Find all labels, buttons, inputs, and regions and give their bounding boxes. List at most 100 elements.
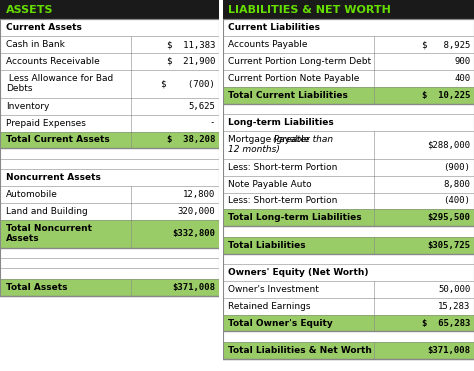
Text: $295,500: $295,500 [427,213,470,222]
Text: 12,800: 12,800 [183,190,215,199]
Bar [223,226,474,237]
Text: Total Assets: Total Assets [6,283,67,292]
Text: Less Allowance for Bad: Less Allowance for Bad [6,74,113,83]
Bar [223,70,474,87]
Text: Cash in Bank: Cash in Bank [6,40,64,49]
Text: (greater than: (greater than [273,135,334,144]
Text: 8,800: 8,800 [443,180,470,188]
Bar [223,104,474,114]
Bar [219,0,223,371]
Bar [0,36,219,53]
Bar [223,53,474,70]
Text: Less: Short-term Portion: Less: Short-term Portion [228,163,338,172]
Bar [223,131,474,159]
Bar [223,114,474,131]
Text: $  38,208: $ 38,208 [167,135,215,144]
Text: Accounts Receivable: Accounts Receivable [6,57,100,66]
Text: Note Payable Auto: Note Payable Auto [228,180,312,188]
Bar [223,315,474,331]
Text: Total Long-term Liabilities: Total Long-term Liabilities [228,213,362,222]
Text: 50,000: 50,000 [438,285,470,294]
Text: $  65,283: $ 65,283 [422,319,470,328]
Text: 900: 900 [454,57,470,66]
Bar [223,264,474,281]
Bar [0,279,219,296]
Text: Automobile: Automobile [6,190,57,199]
Bar [0,19,219,296]
Text: -: - [210,119,215,128]
Bar [223,175,474,193]
Bar [223,237,474,253]
Bar [223,331,474,342]
Bar [0,203,219,220]
Bar [223,0,474,19]
Bar [223,253,474,264]
Bar [223,342,474,359]
Text: Accounts Payable: Accounts Payable [228,40,308,49]
Text: 15,283: 15,283 [438,302,470,311]
Text: Total Noncurrent: Total Noncurrent [6,224,91,233]
Text: Less: Short-term Portion: Less: Short-term Portion [228,197,338,206]
Text: 400: 400 [454,74,470,83]
Bar [0,269,219,279]
Text: $  11,383: $ 11,383 [167,40,215,49]
Text: $305,725: $305,725 [427,241,470,250]
Bar [223,298,474,315]
Text: 5,625: 5,625 [188,102,215,111]
Bar [0,19,219,36]
Text: $371,008: $371,008 [427,346,470,355]
Bar [223,87,474,104]
Text: Owner's Investment: Owner's Investment [228,285,319,294]
Text: Current Portion Long-term Debt: Current Portion Long-term Debt [228,57,372,66]
Bar [0,53,219,70]
Bar [0,169,219,186]
Bar [0,131,219,148]
Text: $332,800: $332,800 [172,229,215,238]
Text: Land and Building: Land and Building [6,207,87,216]
Text: Inventory: Inventory [6,102,49,111]
Text: $    (700): $ (700) [162,79,215,88]
Text: Current Portion Note Payable: Current Portion Note Payable [228,74,360,83]
Text: Current Liabilities: Current Liabilities [228,23,320,32]
Bar [223,19,474,359]
Bar [223,36,474,53]
Text: Total Current Liabilities: Total Current Liabilities [228,91,348,100]
Bar [223,159,474,175]
Text: $   8,925: $ 8,925 [422,40,470,49]
Text: ASSETS: ASSETS [6,5,53,14]
Text: Noncurrent Assets: Noncurrent Assets [6,173,100,182]
Bar [0,0,219,19]
Bar [0,115,219,131]
Text: $371,008: $371,008 [172,283,215,292]
Bar [0,98,219,115]
Text: Owners' Equity (Net Worth): Owners' Equity (Net Worth) [228,268,369,277]
Text: 12 months): 12 months) [228,145,280,154]
Text: Total Liabilities & Net Worth: Total Liabilities & Net Worth [228,346,373,355]
Bar [0,258,219,269]
Bar [0,248,219,258]
Text: Total Owner's Equity: Total Owner's Equity [228,319,333,328]
Text: (400): (400) [443,197,470,206]
Bar [223,193,474,209]
Text: Total Current Assets: Total Current Assets [6,135,109,144]
Bar [223,209,474,226]
Text: Mortgage Payable: Mortgage Payable [228,135,313,144]
Text: Retained Earnings: Retained Earnings [228,302,311,311]
Bar [0,70,219,98]
Text: LIABILITIES & NET WORTH: LIABILITIES & NET WORTH [228,5,392,14]
Bar [0,220,219,248]
Bar [0,159,219,169]
Text: Total Liabilities: Total Liabilities [228,241,306,250]
Bar [223,19,474,36]
Bar [0,186,219,203]
Text: Assets: Assets [6,234,39,243]
Text: Current Assets: Current Assets [6,23,82,32]
Text: Prepaid Expenses: Prepaid Expenses [6,119,86,128]
Text: (900): (900) [443,163,470,172]
Text: $  21,900: $ 21,900 [167,57,215,66]
Text: 320,000: 320,000 [178,207,215,216]
Text: $  10,225: $ 10,225 [422,91,470,100]
Text: Long-term Liabilities: Long-term Liabilities [228,118,334,127]
Bar [0,148,219,159]
Bar [223,281,474,298]
